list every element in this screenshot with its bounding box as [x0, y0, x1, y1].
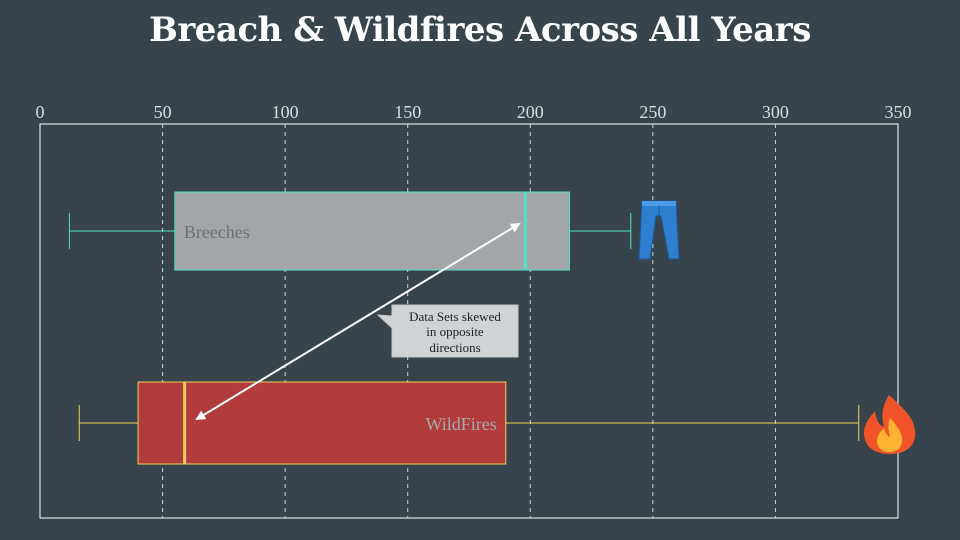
x-tick-label: 350	[885, 102, 912, 122]
x-tick-label: 150	[394, 102, 421, 122]
chart-title: Breach & Wildfires Across All Years	[149, 10, 811, 50]
callout-line-2: in opposite	[426, 324, 484, 339]
skew-annotation: Data Sets skewed in opposite directions	[195, 222, 521, 421]
x-tick-label: 300	[762, 102, 789, 122]
x-tick-label: 250	[639, 102, 666, 122]
series-label: Breeches	[184, 222, 250, 242]
x-tick-label: 50	[154, 102, 172, 122]
x-axis-ticks: 0 50 100 150 200 250 300 350	[36, 102, 912, 122]
box-breeches: Breeches	[68, 191, 632, 271]
callout-line-3: directions	[429, 340, 480, 355]
x-tick-label: 100	[272, 102, 299, 122]
box-wildfires: WildFires	[78, 381, 860, 465]
series-label: WildFires	[425, 414, 496, 434]
x-tick-label: 200	[517, 102, 544, 122]
jeans-icon	[638, 200, 680, 260]
callout-line-1: Data Sets skewed	[409, 309, 501, 324]
skew-arrow	[195, 222, 521, 421]
x-tick-label: 0	[36, 102, 45, 122]
fire-icon	[864, 395, 916, 454]
plot-area-frame	[39, 123, 899, 519]
callout-box	[376, 304, 519, 358]
